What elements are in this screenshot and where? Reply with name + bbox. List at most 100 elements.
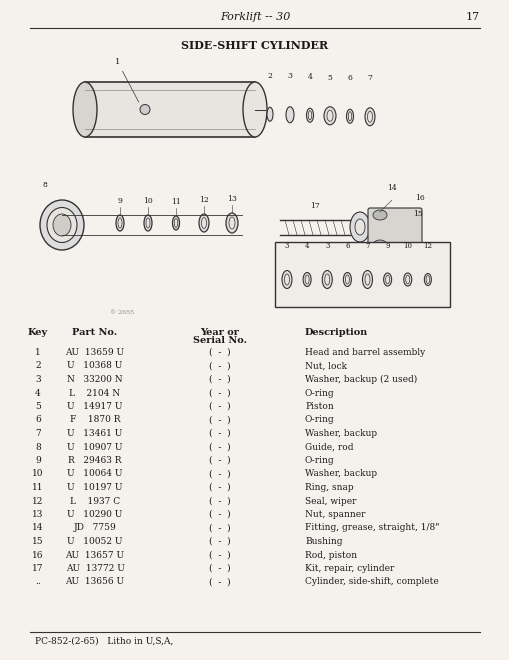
Ellipse shape [284, 274, 289, 285]
Text: AU  13657 U: AU 13657 U [65, 550, 124, 560]
Ellipse shape [367, 112, 372, 122]
Text: 5: 5 [327, 73, 332, 81]
Ellipse shape [286, 107, 293, 123]
Text: 9: 9 [35, 456, 41, 465]
Circle shape [140, 104, 150, 114]
Text: 17: 17 [32, 564, 44, 573]
Ellipse shape [267, 107, 272, 121]
Ellipse shape [403, 273, 411, 286]
Text: 1: 1 [35, 348, 41, 357]
Text: 4: 4 [35, 389, 41, 397]
Text: L    1937 C: L 1937 C [70, 496, 120, 506]
Text: 7: 7 [35, 429, 41, 438]
Text: 11: 11 [171, 198, 181, 206]
Ellipse shape [345, 275, 349, 284]
Text: 7: 7 [367, 75, 372, 82]
Text: Part No.: Part No. [72, 328, 118, 337]
Text: O-ring: O-ring [304, 456, 334, 465]
Text: 7: 7 [364, 242, 369, 250]
Ellipse shape [326, 110, 332, 121]
Text: (  -  ): ( - ) [209, 348, 231, 357]
Text: Nut, lock: Nut, lock [304, 362, 346, 370]
Text: (  -  ): ( - ) [209, 537, 231, 546]
Ellipse shape [281, 271, 292, 288]
Ellipse shape [324, 274, 329, 285]
Text: U   10907 U: U 10907 U [67, 442, 123, 451]
Text: Serial No.: Serial No. [192, 336, 246, 345]
Ellipse shape [144, 215, 152, 231]
Ellipse shape [40, 200, 84, 250]
Ellipse shape [73, 82, 97, 137]
Text: Description: Description [304, 328, 367, 337]
Text: 16: 16 [32, 550, 44, 560]
Text: (  -  ): ( - ) [209, 389, 231, 397]
Text: Head and barrel assembly: Head and barrel assembly [304, 348, 425, 357]
Text: Ring, snap: Ring, snap [304, 483, 353, 492]
Ellipse shape [172, 216, 179, 230]
Text: 13: 13 [32, 510, 44, 519]
Text: Rod, piston: Rod, piston [304, 550, 356, 560]
Text: 9: 9 [385, 242, 389, 250]
Text: (  -  ): ( - ) [209, 402, 231, 411]
Text: 15: 15 [412, 210, 422, 218]
Text: Kit, repair, cylinder: Kit, repair, cylinder [304, 564, 393, 573]
Text: O-ring: O-ring [304, 416, 334, 424]
Ellipse shape [306, 108, 313, 122]
Text: U   10064 U: U 10064 U [67, 469, 123, 478]
Ellipse shape [343, 273, 351, 286]
Ellipse shape [348, 112, 351, 121]
Text: 5: 5 [35, 402, 41, 411]
Text: Seal, wiper: Seal, wiper [304, 496, 356, 506]
Ellipse shape [383, 273, 391, 286]
Text: (  -  ): ( - ) [209, 578, 231, 587]
Text: 12: 12 [199, 196, 209, 204]
Ellipse shape [225, 213, 238, 233]
Text: 12: 12 [422, 242, 432, 250]
Text: 17: 17 [465, 12, 479, 22]
Ellipse shape [364, 274, 369, 285]
Text: Washer, backup: Washer, backup [304, 429, 376, 438]
Text: 6: 6 [347, 74, 352, 82]
Ellipse shape [372, 240, 386, 250]
Text: 1: 1 [115, 58, 138, 102]
Text: N   33200 N: N 33200 N [67, 375, 123, 384]
Text: (  -  ): ( - ) [209, 442, 231, 451]
Ellipse shape [307, 111, 311, 119]
Text: 3: 3 [284, 242, 289, 250]
FancyBboxPatch shape [367, 208, 421, 252]
Text: U   14917 U: U 14917 U [67, 402, 123, 411]
Text: 4: 4 [307, 73, 312, 81]
Text: R   29463 R: R 29463 R [68, 456, 122, 465]
Text: (  -  ): ( - ) [209, 362, 231, 370]
Text: Fitting, grease, straight, 1/8": Fitting, grease, straight, 1/8" [304, 523, 439, 533]
Text: 3: 3 [35, 375, 41, 384]
Ellipse shape [405, 275, 409, 284]
Ellipse shape [346, 110, 353, 123]
Ellipse shape [53, 214, 71, 236]
Text: AU  13772 U: AU 13772 U [66, 564, 124, 573]
Ellipse shape [118, 218, 122, 228]
Text: L    2104 N: L 2104 N [69, 389, 120, 397]
Ellipse shape [199, 214, 209, 232]
Bar [85, 82, 254, 137]
Ellipse shape [354, 219, 364, 235]
Text: Washer, backup (2 used): Washer, backup (2 used) [304, 375, 416, 384]
Ellipse shape [362, 271, 372, 288]
Text: (  -  ): ( - ) [209, 496, 231, 506]
Ellipse shape [146, 218, 150, 228]
Text: AU  13656 U: AU 13656 U [65, 578, 124, 587]
Text: 3: 3 [324, 242, 329, 250]
Text: 8: 8 [35, 442, 41, 451]
Text: 13: 13 [227, 195, 237, 203]
Text: 15: 15 [32, 537, 44, 546]
Ellipse shape [423, 273, 431, 286]
Ellipse shape [47, 207, 77, 242]
Text: Key: Key [28, 328, 48, 337]
Text: Year or: Year or [200, 328, 239, 337]
Text: Washer, backup: Washer, backup [304, 469, 376, 478]
Text: Piston: Piston [304, 402, 333, 411]
Text: PC-852-(2-65)   Litho in U,S,A,: PC-852-(2-65) Litho in U,S,A, [35, 637, 173, 646]
Text: 17: 17 [309, 202, 319, 210]
Ellipse shape [323, 107, 335, 125]
Text: (  -  ): ( - ) [209, 456, 231, 465]
